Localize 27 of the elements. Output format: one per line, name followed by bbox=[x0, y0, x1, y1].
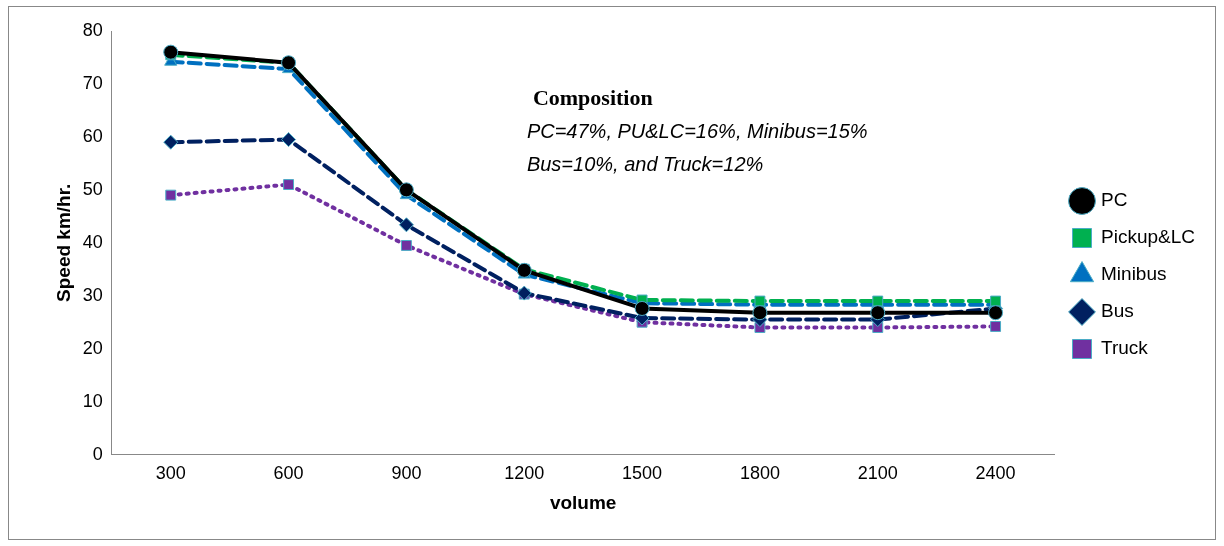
y-tick-label: 20 bbox=[82, 337, 103, 358]
legend-label: Bus bbox=[1101, 300, 1134, 322]
x-tick-label: 300 bbox=[155, 463, 186, 484]
x-axis-title: volume bbox=[549, 491, 617, 513]
legend-label: Truck bbox=[1101, 337, 1149, 359]
x-tick-label: 2100 bbox=[857, 463, 898, 484]
annotation: Bus=10%, and Truck=12% bbox=[526, 153, 764, 175]
annotation: Composition bbox=[532, 85, 653, 110]
y-tick-label: 10 bbox=[82, 390, 103, 411]
y-tick-label: 40 bbox=[82, 231, 103, 252]
y-tick-label: 0 bbox=[92, 443, 103, 464]
y-axis-title: Speed km/hr. bbox=[52, 183, 74, 302]
y-tick-label: 70 bbox=[82, 72, 103, 93]
x-tick-label: 2400 bbox=[975, 463, 1016, 484]
y-tick-label: 30 bbox=[82, 284, 103, 305]
x-tick-label: 600 bbox=[273, 463, 304, 484]
annotation: PC=47%, PU&LC=16%, Minibus=15% bbox=[526, 120, 868, 142]
x-tick-label: 1800 bbox=[739, 463, 780, 484]
legend-label: Minibus bbox=[1101, 263, 1167, 285]
legend-label: Pickup&LC bbox=[1101, 226, 1196, 248]
x-tick-label: 900 bbox=[391, 463, 422, 484]
x-tick-label: 1200 bbox=[504, 463, 545, 484]
y-tick-label: 50 bbox=[82, 178, 103, 199]
x-tick-label: 1500 bbox=[622, 463, 663, 484]
y-tick-label: 60 bbox=[82, 125, 103, 146]
legend-label: PC bbox=[1101, 189, 1128, 211]
y-tick-label: 80 bbox=[82, 19, 103, 40]
